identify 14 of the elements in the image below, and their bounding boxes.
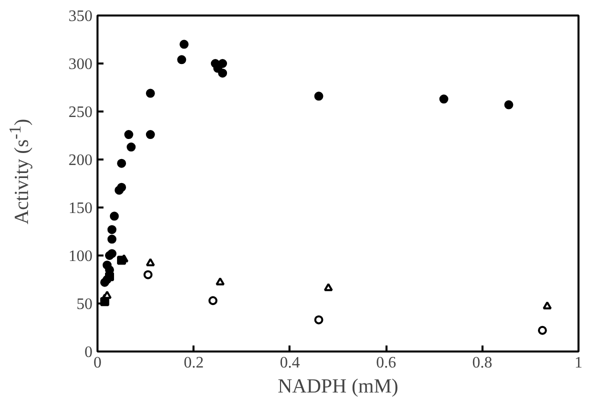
x-tick-label: 0.8: [472, 354, 492, 372]
x-tick-label: 0.4: [280, 354, 300, 372]
x-tick-label: 0.6: [376, 354, 396, 372]
y-tick-label: 250: [68, 104, 92, 121]
y-tick-label: 200: [68, 152, 92, 169]
x-tick-label: 1: [574, 354, 582, 372]
y-tick-label: 350: [68, 8, 92, 25]
y-tick-label: 0: [84, 344, 92, 361]
y-tick-label: 300: [68, 56, 92, 73]
x-tick-label: 0.2: [184, 354, 204, 372]
y-tick-label: 100: [68, 248, 92, 265]
x-axis-title: NADPH (mM): [278, 376, 398, 398]
y-tick-label: 150: [68, 200, 92, 217]
y-tick-label: 50: [76, 296, 92, 313]
